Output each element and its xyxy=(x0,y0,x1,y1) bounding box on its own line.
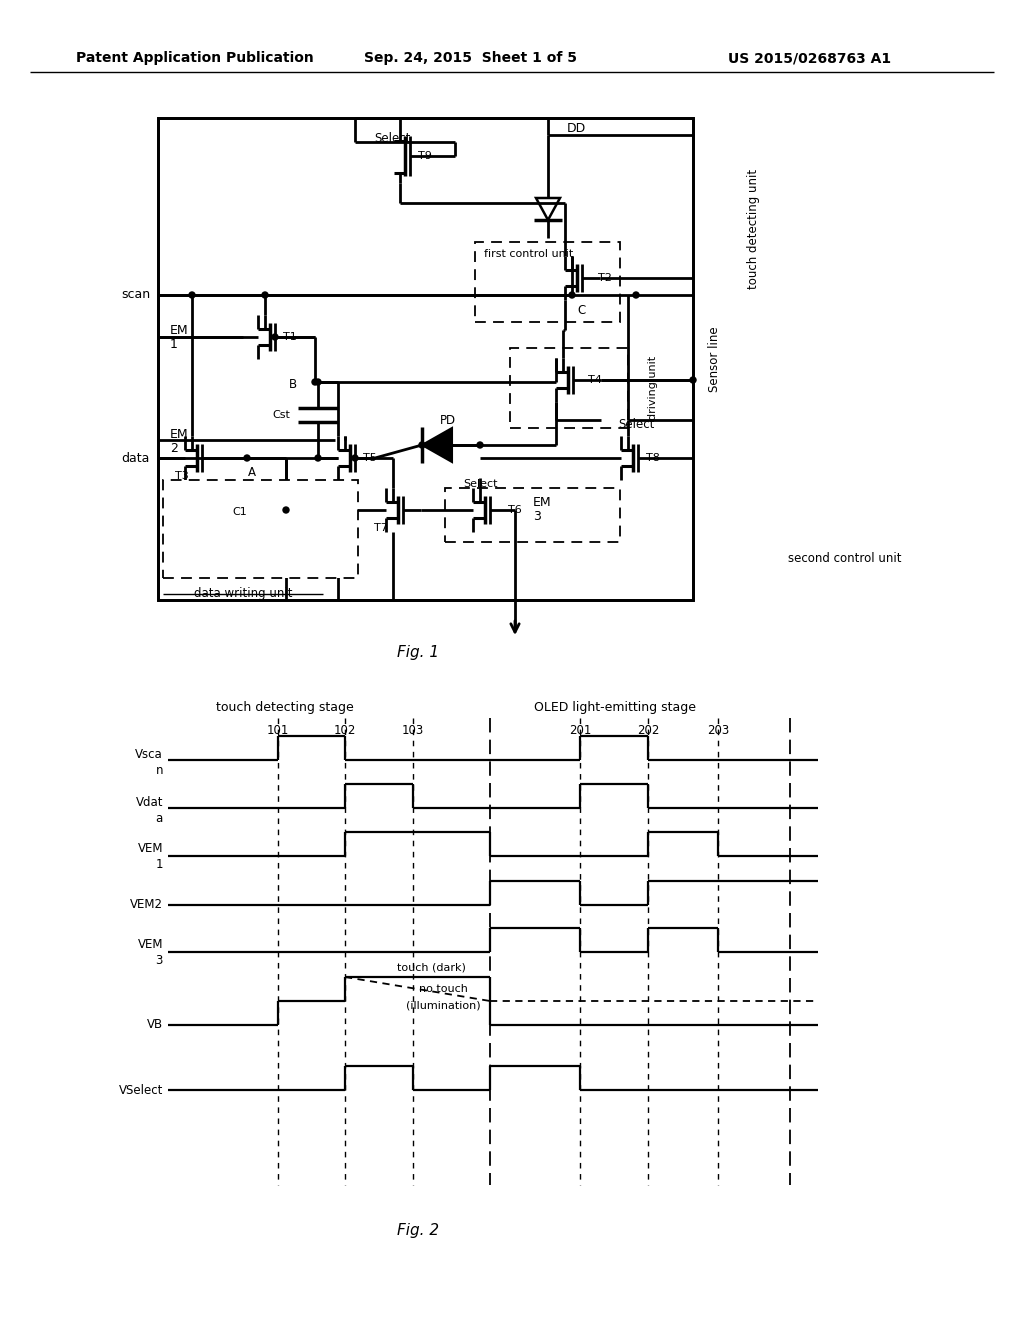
Text: 202: 202 xyxy=(637,723,659,737)
Text: VEM2: VEM2 xyxy=(130,899,163,912)
Circle shape xyxy=(569,292,575,298)
Text: Fig. 1: Fig. 1 xyxy=(397,644,439,660)
Bar xyxy=(158,117,693,601)
Bar xyxy=(163,480,358,578)
Text: EM: EM xyxy=(534,495,552,508)
Text: EM: EM xyxy=(170,429,188,441)
Text: VEM: VEM xyxy=(137,842,163,854)
Text: Patent Application Publication: Patent Application Publication xyxy=(76,51,314,65)
Text: 1: 1 xyxy=(156,858,163,870)
Text: T4: T4 xyxy=(588,375,602,385)
Circle shape xyxy=(352,455,358,461)
Bar xyxy=(445,488,620,543)
Text: 203: 203 xyxy=(707,723,729,737)
Text: T2: T2 xyxy=(598,273,612,282)
Text: touch (dark): touch (dark) xyxy=(396,962,466,972)
Text: T7: T7 xyxy=(374,523,388,533)
Text: Select: Select xyxy=(374,132,411,144)
Text: B: B xyxy=(289,379,297,392)
Circle shape xyxy=(419,442,425,447)
Text: 2: 2 xyxy=(170,442,178,455)
Circle shape xyxy=(272,334,278,341)
Text: T5: T5 xyxy=(362,453,377,463)
Bar xyxy=(158,117,693,601)
Text: data writing unit: data writing unit xyxy=(194,587,292,601)
Circle shape xyxy=(189,292,195,298)
Text: T1: T1 xyxy=(283,333,297,342)
Text: VSelect: VSelect xyxy=(119,1084,163,1097)
Circle shape xyxy=(690,378,696,383)
Bar xyxy=(510,348,628,428)
Text: 101: 101 xyxy=(267,723,289,737)
Text: OLED light-emitting stage: OLED light-emitting stage xyxy=(534,701,696,714)
Polygon shape xyxy=(422,428,452,462)
Text: no touch: no touch xyxy=(419,983,467,994)
Circle shape xyxy=(315,455,321,461)
Text: US 2015/0268763 A1: US 2015/0268763 A1 xyxy=(728,51,892,65)
Text: VEM: VEM xyxy=(137,937,163,950)
Circle shape xyxy=(262,292,268,298)
Text: A: A xyxy=(248,466,256,479)
Circle shape xyxy=(315,379,321,385)
Text: VB: VB xyxy=(146,1019,163,1031)
Circle shape xyxy=(312,379,318,385)
Text: Sensor line: Sensor line xyxy=(709,326,722,392)
Text: a: a xyxy=(156,812,163,825)
Text: T6: T6 xyxy=(508,506,522,515)
Text: first control unit: first control unit xyxy=(484,249,573,259)
Text: PD: PD xyxy=(440,414,456,428)
Text: touch detecting stage: touch detecting stage xyxy=(216,701,354,714)
Text: C1: C1 xyxy=(232,507,247,517)
Text: Cst: Cst xyxy=(272,411,290,420)
Circle shape xyxy=(244,455,250,461)
Text: driving unit: driving unit xyxy=(648,356,658,420)
Text: T9: T9 xyxy=(418,150,432,161)
Text: Vsca: Vsca xyxy=(135,748,163,762)
Text: T8: T8 xyxy=(646,453,659,463)
Text: touch detecting unit: touch detecting unit xyxy=(746,169,760,289)
Text: second control unit: second control unit xyxy=(788,552,902,565)
Text: DD: DD xyxy=(566,123,586,136)
Text: Vdat: Vdat xyxy=(135,796,163,809)
Text: (illumination): (illumination) xyxy=(406,1001,480,1011)
Text: Select: Select xyxy=(617,417,654,430)
Text: 3: 3 xyxy=(534,510,541,523)
Text: 103: 103 xyxy=(401,723,424,737)
Text: 3: 3 xyxy=(156,953,163,966)
Text: Select: Select xyxy=(463,479,498,488)
Text: Sep. 24, 2015  Sheet 1 of 5: Sep. 24, 2015 Sheet 1 of 5 xyxy=(364,51,577,65)
Circle shape xyxy=(633,292,639,298)
Circle shape xyxy=(477,442,483,447)
Text: C: C xyxy=(578,304,586,317)
Text: scan: scan xyxy=(121,289,150,301)
Bar xyxy=(475,242,620,322)
Text: T3: T3 xyxy=(175,471,188,480)
Text: 1: 1 xyxy=(170,338,178,351)
Text: data: data xyxy=(122,451,150,465)
Text: 102: 102 xyxy=(334,723,356,737)
Text: n: n xyxy=(156,763,163,776)
Text: Fig. 2: Fig. 2 xyxy=(397,1222,439,1238)
Text: EM: EM xyxy=(170,323,188,337)
Text: 201: 201 xyxy=(568,723,591,737)
Circle shape xyxy=(283,507,289,513)
